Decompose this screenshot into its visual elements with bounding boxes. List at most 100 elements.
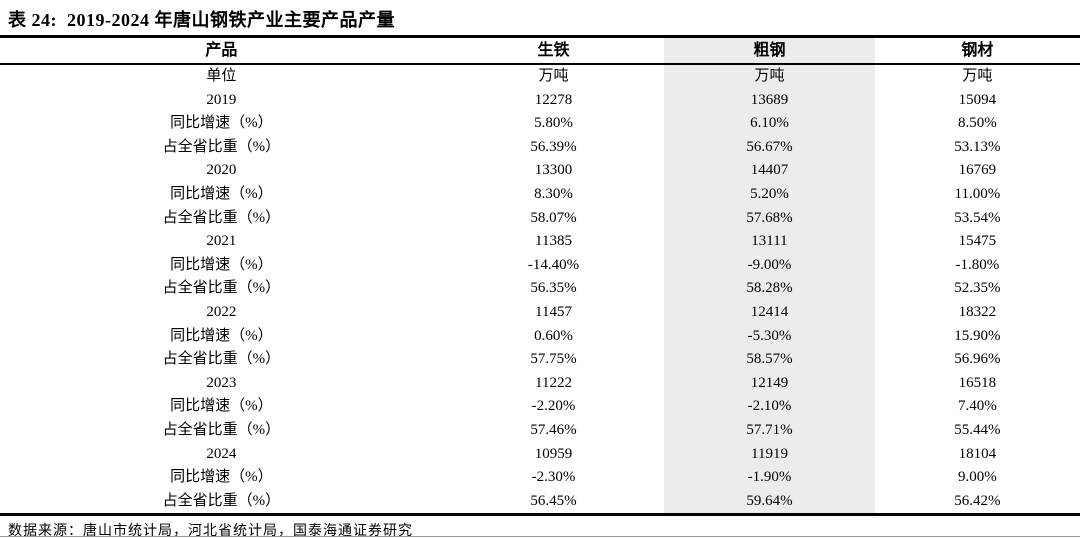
table-cell: 占全省比重（%） <box>162 492 281 509</box>
table-cell: 52.35% <box>954 280 1001 297</box>
table-cell: 10959 <box>534 445 573 462</box>
table-cell: 53.13% <box>954 138 1001 155</box>
table-cell: 2023 <box>206 374 237 391</box>
table-cell: 5.20% <box>664 182 875 207</box>
table-cell: 11457 <box>535 303 572 320</box>
share-row: 占全省比重（%） 57.75% 58.57% 56.96% <box>0 348 1080 372</box>
table-cell: 56.45% <box>530 492 577 509</box>
yoy-row: 同比增速（%） -2.30% -1.90% 9.00% <box>0 466 1080 490</box>
table-cell: 8.50% <box>958 115 997 132</box>
table-cell: 单位 <box>206 68 237 84</box>
table-cell: 16769 <box>958 162 997 179</box>
table-cell: 2024 <box>206 445 237 462</box>
table-cell: -5.30% <box>664 324 875 349</box>
table-cell: 同比增速（%） <box>170 327 273 344</box>
year-row: 2019 12278 13689 15094 <box>0 88 1080 113</box>
table-cell: -2.20% <box>531 398 576 415</box>
table-cell: 万吨 <box>664 64 875 89</box>
table-cell: 占全省比重（%） <box>162 138 281 155</box>
table-cell: 18322 <box>958 303 997 320</box>
year-row: 2024 10959 11919 18104 <box>0 442 1080 467</box>
year-row: 2023 11222 12149 16518 <box>0 371 1080 396</box>
table-cell: 15094 <box>958 91 997 108</box>
table-cell: 8.30% <box>534 185 573 202</box>
table-cell: 7.40% <box>958 398 997 415</box>
share-row: 占全省比重（%） 57.46% 57.71% 55.44% <box>0 418 1080 443</box>
table-cell: 万吨 <box>962 68 993 84</box>
table-cell: 59.64% <box>664 489 875 515</box>
table-cell: 11385 <box>535 233 572 250</box>
page-bottom-rule <box>0 536 1080 537</box>
table-cell: -1.90% <box>664 466 875 490</box>
table-cell: 55.44% <box>954 421 1001 438</box>
table-cell: -9.00% <box>664 253 875 278</box>
table-cell: 2020 <box>206 162 237 179</box>
year-row: 2020 13300 14407 16769 <box>0 159 1080 183</box>
table-cell: 58.28% <box>664 277 875 301</box>
table-cell: 占全省比重（%） <box>162 209 281 226</box>
table-cell: 6.10% <box>664 112 875 136</box>
table-cell: 占全省比重（%） <box>162 351 281 368</box>
yoy-row: 同比增速（%） -2.20% -2.10% 7.40% <box>0 395 1080 419</box>
table-cell: 57.68% <box>664 206 875 231</box>
table-cell: 占全省比重（%） <box>162 280 281 297</box>
share-row: 占全省比重（%） 56.45% 59.64% 56.42% <box>0 489 1080 515</box>
table-body: 单位 万吨 万吨 万吨 2019 12278 13689 15094 同比增速（%） 5.80% 6… <box>0 64 1080 515</box>
table-cell: 11.00% <box>954 185 1001 202</box>
year-row: 2022 11457 12414 18322 <box>0 300 1080 325</box>
column-header: 生铁 <box>442 36 665 65</box>
table-cell: -2.10% <box>664 395 875 419</box>
table-cell: 13689 <box>664 88 875 113</box>
table-cell: 2022 <box>206 303 237 320</box>
column-header: 钢材 <box>874 36 1080 65</box>
yoy-row: 同比增速（%） 5.80% 6.10% 8.50% <box>0 112 1080 136</box>
table-header-row: 产品 生铁 粗钢 钢材 <box>0 36 1080 65</box>
table-cell: 16518 <box>958 374 997 391</box>
table-cell: 11919 <box>664 442 875 467</box>
table-cell: 56.67% <box>664 135 875 160</box>
source-note: 数据来源：唐山市统计局，河北省统计局，国泰海通证券研究 <box>8 524 413 538</box>
table-cell: 万吨 <box>538 68 569 84</box>
table-header: 产品 生铁 粗钢 钢材 <box>0 36 1080 65</box>
share-row: 占全省比重（%） 56.35% 58.28% 52.35% <box>0 277 1080 301</box>
unit-row: 单位 万吨 万吨 万吨 <box>0 64 1080 89</box>
table-cell: 同比增速（%） <box>170 398 273 415</box>
table-cell: 同比增速（%） <box>170 185 273 202</box>
column-header: 产品 <box>0 36 443 65</box>
table-cell: 57.71% <box>664 418 875 443</box>
yoy-row: 同比增速（%） 8.30% 5.20% 11.00% <box>0 182 1080 207</box>
table-cell: 同比增速（%） <box>170 115 273 132</box>
table-cell: 57.46% <box>530 421 577 438</box>
table-cell: 13300 <box>534 162 573 179</box>
table-title: 表 24: 2019-2024 年唐山钢铁产业主要产品产量 <box>8 10 395 30</box>
table-cell: 2019 <box>206 91 237 108</box>
yoy-row: 同比增速（%） -14.40% -9.00% -1.80% <box>0 253 1080 278</box>
table-cell: 同比增速（%） <box>170 256 273 273</box>
table-cell: 12278 <box>534 91 573 108</box>
table-cell: 5.80% <box>534 115 573 132</box>
table-cell: 11222 <box>535 374 572 391</box>
table-cell: 0.60% <box>534 327 573 344</box>
table-cell: 56.96% <box>954 351 1001 368</box>
table-cell: 56.39% <box>530 138 577 155</box>
table-cell: 15.90% <box>954 327 1001 344</box>
table-cell: 13111 <box>664 230 875 254</box>
table-cell: 同比增速（%） <box>170 469 273 486</box>
table-cell: 2021 <box>206 233 237 250</box>
share-row: 占全省比重（%） 56.39% 56.67% 53.13% <box>0 135 1080 160</box>
table-cell: 57.75% <box>530 351 577 368</box>
table-cell: 18104 <box>958 445 997 462</box>
table-cell: 56.42% <box>954 492 1001 509</box>
column-header: 粗钢 <box>664 36 875 65</box>
table-cell: 15475 <box>958 233 997 250</box>
table-cell: 53.54% <box>954 209 1001 226</box>
share-row: 占全省比重（%） 58.07% 57.68% 53.54% <box>0 206 1080 231</box>
table-cell: -1.80% <box>955 256 1000 273</box>
data-table: 产品 生铁 粗钢 钢材 单位 万吨 万吨 万吨 2019 12278 13689 15094 同比增速… <box>0 35 1080 517</box>
year-row: 2021 11385 13111 15475 <box>0 230 1080 254</box>
table-cell: 12414 <box>664 300 875 325</box>
table-cell: 9.00% <box>958 469 997 486</box>
table-cell: 58.07% <box>530 209 577 226</box>
table-cell: 58.57% <box>664 348 875 372</box>
